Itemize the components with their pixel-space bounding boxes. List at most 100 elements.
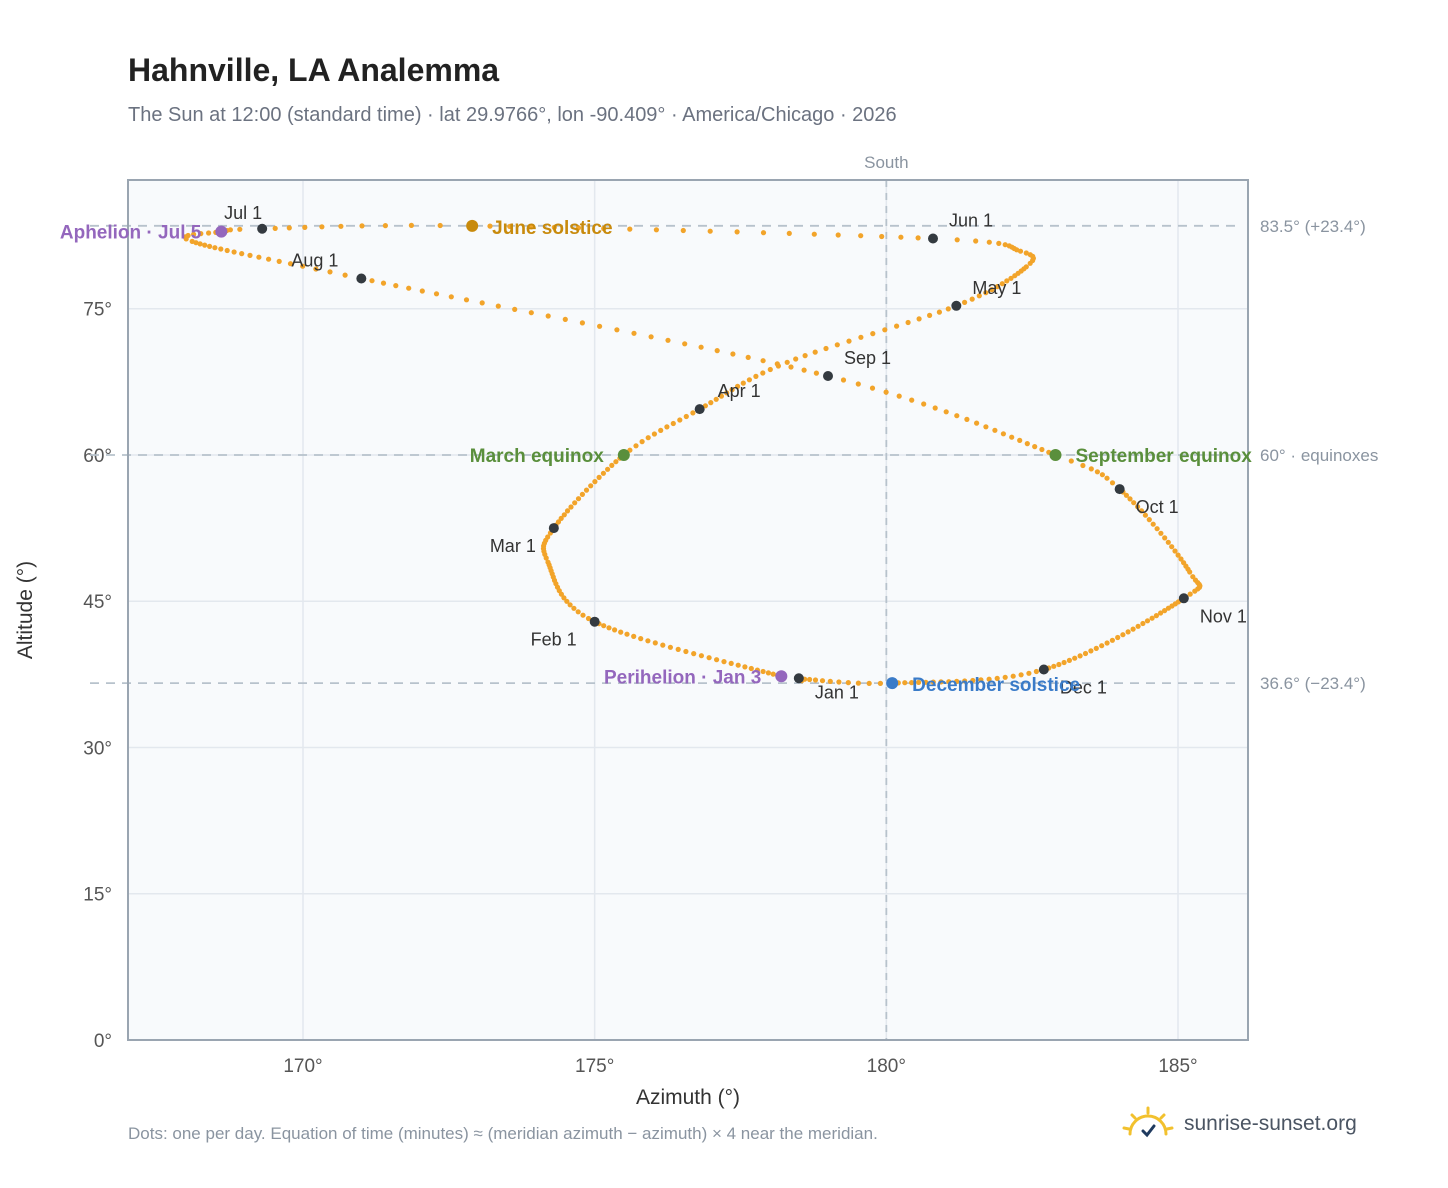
daily-sun-dot [680, 227, 686, 234]
daily-sun-dot [1027, 252, 1033, 258]
daily-sun-dot [202, 242, 208, 248]
event-marker [1049, 448, 1062, 461]
daily-sun-dot [690, 410, 696, 416]
daily-sun-dot [631, 330, 637, 336]
daily-sun-dot [734, 229, 740, 235]
x-tick-label: 170° [283, 1056, 322, 1077]
daily-sun-dot [698, 653, 705, 659]
x-axis-title: Azimuth (°) [636, 1086, 740, 1109]
daily-sun-dot [653, 227, 660, 233]
month-marker-label: Mar 1 [490, 536, 536, 556]
meridian-label: South [864, 153, 908, 172]
month-marker [548, 523, 559, 534]
daily-sun-dot [866, 680, 872, 687]
daily-sun-dot [1127, 496, 1133, 502]
daily-sun-dot [983, 290, 989, 296]
daily-sun-dot [786, 230, 792, 236]
daily-sun-dot [812, 349, 818, 355]
daily-sun-dot [1072, 655, 1078, 661]
daily-sun-dot [286, 225, 292, 231]
daily-sun-dot [433, 291, 440, 297]
daily-sun-dot [583, 487, 590, 493]
month-marker [589, 616, 600, 627]
event-label: September equinox [1076, 446, 1253, 467]
daily-sun-dot [667, 644, 674, 650]
daily-sun-dot [1023, 250, 1029, 256]
daily-sun-dot [665, 337, 671, 343]
daily-sun-dot [909, 680, 915, 686]
daily-sun-dot [1146, 517, 1152, 523]
daily-sun-dot [327, 269, 333, 275]
daily-sun-dot [698, 344, 704, 350]
daily-sun-dot [638, 636, 644, 642]
daily-sun-dot [974, 420, 980, 426]
daily-sun-dot [1109, 637, 1115, 643]
daily-sun-dot [382, 223, 388, 229]
daily-sun-dot [869, 385, 876, 391]
daily-sun-dot [713, 396, 719, 402]
daily-sun-dot [287, 261, 294, 267]
daily-sun-dot [558, 515, 564, 522]
y-tick-label: 15° [83, 885, 112, 906]
daily-sun-dot [954, 237, 960, 243]
daily-sun-dot [882, 327, 888, 333]
daily-sun-dot [609, 462, 615, 468]
month-marker-label: Oct 1 [1136, 497, 1179, 517]
daily-sun-dot [369, 278, 375, 284]
daily-sun-dot [561, 512, 567, 518]
daily-sun-dot [970, 677, 976, 684]
event-label: June solstice [492, 218, 612, 239]
daily-sun-dot [682, 341, 688, 347]
daily-sun-dot [784, 359, 790, 365]
daily-sun-dot [1018, 672, 1024, 678]
daily-sun-dot [1093, 645, 1099, 652]
daily-sun-dot [658, 427, 664, 433]
daily-sun-dot [986, 676, 992, 682]
month-marker [1038, 664, 1049, 675]
daily-sun-dot [1123, 492, 1129, 498]
daily-sun-dot [801, 367, 807, 373]
daily-sun-dot [1080, 462, 1086, 469]
daily-sun-dot [962, 678, 968, 684]
daily-sun-dot [1033, 668, 1039, 675]
daily-sun-dot [627, 226, 633, 232]
daily-sun-dot [1008, 275, 1014, 281]
month-marker-label: Feb 1 [531, 630, 577, 650]
daily-sun-dot [1006, 243, 1012, 249]
daily-sun-dot [575, 225, 582, 231]
daily-sun-dot [986, 239, 992, 245]
daily-sun-dot [976, 293, 982, 299]
daily-sun-dot [753, 373, 759, 379]
daily-sun-dot [1077, 653, 1083, 659]
daily-sun-dot [774, 361, 780, 367]
daily-sun-dot [1109, 480, 1116, 486]
daily-sun-dot [191, 231, 197, 237]
daily-sun-dot [1192, 588, 1198, 594]
y-tick-label: 30° [83, 738, 112, 759]
daily-sun-dot [721, 659, 727, 665]
daily-sun-dot [479, 300, 485, 306]
daily-sun-dot [612, 627, 618, 633]
y-tick-label: 45° [83, 592, 112, 613]
daily-sun-dot [677, 417, 683, 423]
daily-sun-dot [660, 642, 666, 648]
daily-sun-dot [754, 667, 761, 673]
daily-sun-dot [588, 483, 594, 489]
daily-sun-dot [706, 655, 712, 661]
daily-sun-dot [708, 400, 714, 406]
daily-sun-dot [596, 474, 602, 480]
daily-sun-dot [845, 680, 851, 686]
y-tick-label: 60° [83, 446, 112, 467]
daily-sun-dot [760, 358, 766, 364]
daily-sun-dot [380, 280, 387, 286]
daily-sun-dot [585, 615, 592, 622]
daily-sun-dot [898, 234, 904, 240]
daily-sun-dot [1144, 618, 1151, 624]
month-marker [951, 300, 962, 311]
daily-sun-dot [206, 230, 212, 236]
daily-sun-dot [239, 251, 245, 257]
daily-sun-dot [714, 348, 720, 354]
daily-sun-dot [463, 297, 470, 303]
daily-sun-dot [639, 439, 645, 445]
brand[interactable]: sunrise-sunset.org [1120, 1104, 1357, 1144]
